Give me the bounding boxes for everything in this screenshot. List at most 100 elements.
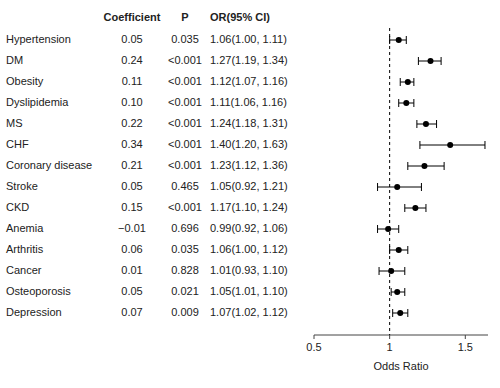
ci-cap-low xyxy=(389,36,390,44)
odds-ratio-point xyxy=(403,100,409,106)
ci-cap-low xyxy=(404,204,405,212)
ci-cap-low xyxy=(389,246,390,254)
ci-cap-high xyxy=(444,162,445,170)
ci-cap-high xyxy=(484,141,485,149)
row-label: Depression xyxy=(6,306,62,318)
odds-ratio-point xyxy=(423,121,429,127)
ci-cap-low xyxy=(392,309,393,317)
table-cell: 0.05 xyxy=(121,33,142,45)
ci-cap-high xyxy=(421,183,422,191)
column-header: Coefficient xyxy=(104,11,161,23)
table-cell: <0.001 xyxy=(168,201,202,213)
ci-cap-high xyxy=(407,246,408,254)
table-cell: 0.10 xyxy=(121,96,142,108)
x-tick-label: 1 xyxy=(387,341,393,353)
table-cell: 1.11(1.06, 1.16) xyxy=(210,96,287,108)
table-cell: <0.001 xyxy=(168,96,202,108)
table-cell: 0.465 xyxy=(171,180,199,192)
x-tick xyxy=(465,335,466,339)
table-cell: 1.24(1.18, 1.31) xyxy=(210,117,288,129)
odds-ratio-point xyxy=(397,310,403,316)
odds-ratio-point xyxy=(385,226,391,232)
table-cell: 0.99(0.92, 1.06) xyxy=(210,222,288,234)
table-cell: 1.27(1.19, 1.34) xyxy=(210,54,288,66)
ci-cap-low xyxy=(391,288,392,296)
column-header: OR(95% CI) xyxy=(210,11,270,23)
table-cell: 1.12(1.07, 1.16) xyxy=(210,75,288,87)
table-cell: 0.34 xyxy=(121,138,142,150)
ci-cap-high xyxy=(398,225,399,233)
ci-cap-low xyxy=(400,78,401,86)
x-tick-label: 1.5 xyxy=(458,341,473,353)
table-cell: 1.01(0.93, 1.10) xyxy=(210,264,288,276)
table-cell: 0.22 xyxy=(121,117,142,129)
odds-ratio-point xyxy=(421,163,427,169)
table-cell: 0.01 xyxy=(121,264,142,276)
x-axis xyxy=(314,335,488,336)
table-cell: 0.11 xyxy=(122,75,143,87)
table-cell: 1.07(1.02, 1.12) xyxy=(210,306,288,318)
table-cell: 1.06(1.00, 1.12) xyxy=(210,243,288,255)
odds-ratio-point xyxy=(447,142,453,148)
table-cell: 0.15 xyxy=(121,201,142,213)
plot-area xyxy=(378,28,485,335)
row-label: Coronary disease xyxy=(6,159,92,171)
ci-cap-low xyxy=(377,225,378,233)
table-cell: 0.009 xyxy=(171,306,199,318)
ci-cap-high xyxy=(425,204,426,212)
row-label: Obesity xyxy=(6,75,44,87)
odds-ratio-point xyxy=(428,58,434,64)
row-label: CHF xyxy=(6,138,29,150)
odds-ratio-point xyxy=(394,289,400,295)
table-cell: 1.40(1.20, 1.63) xyxy=(210,138,288,150)
x-tick-label: 0.5 xyxy=(306,341,321,353)
odds-ratio-point xyxy=(412,205,418,211)
table-cell: <0.001 xyxy=(168,75,202,87)
row-label: DM xyxy=(6,54,23,66)
table-cell: 1.06(1.00, 1.11) xyxy=(210,33,287,45)
table-cell: 0.021 xyxy=(171,285,199,297)
x-tick xyxy=(314,335,315,339)
ci-cap-low xyxy=(398,99,399,107)
x-axis-label: Odds Ratio xyxy=(373,360,428,372)
row-label: Dyslipidemia xyxy=(6,96,69,108)
table-cell: 0.07 xyxy=(121,306,142,318)
table-cell: 1.05(0.92, 1.21) xyxy=(210,180,288,192)
ci-cap-high xyxy=(441,57,442,65)
table-cell: 0.828 xyxy=(171,264,199,276)
ci-cap-low xyxy=(419,141,420,149)
table-cell: 1.05(1.01, 1.10) xyxy=(210,285,288,297)
table-cell: 0.696 xyxy=(171,222,199,234)
table-cell: 0.21 xyxy=(121,159,142,171)
row-label: Osteoporosis xyxy=(6,285,71,297)
ci-cap-low xyxy=(407,162,408,170)
table-cell: 0.05 xyxy=(121,180,142,192)
table-cell: 1.17(1.10, 1.24) xyxy=(210,201,288,213)
ci-cap-low xyxy=(377,183,378,191)
ci-cap-high xyxy=(406,36,407,44)
table-cell: 1.23(1.12, 1.36) xyxy=(210,159,288,171)
table-cell: <0.001 xyxy=(168,54,202,66)
table-cell: −0.01 xyxy=(118,222,146,234)
ci-cap-high xyxy=(413,99,414,107)
table-cell: 0.24 xyxy=(121,54,142,66)
ci-cap-high xyxy=(404,288,405,296)
odds-ratio-point xyxy=(394,184,400,190)
reference-line xyxy=(389,28,390,335)
chart: Coefficient 0.05 0.24 0.11 0.10 0.22 0.34 0.21 0… xyxy=(0,0,500,388)
row-label: MS xyxy=(6,117,23,129)
ci-cap-low xyxy=(418,57,419,65)
table-cell: 0.035 xyxy=(171,33,199,45)
ci-cap-high xyxy=(413,78,414,86)
odds-ratio-point xyxy=(388,268,394,274)
row-label: Anemia xyxy=(6,222,44,234)
table-cell: <0.001 xyxy=(168,138,202,150)
table-cell: <0.001 xyxy=(168,159,202,171)
table-cell: 0.035 xyxy=(171,243,199,255)
ci-cap-low xyxy=(416,120,417,128)
ci-cap-high xyxy=(407,309,408,317)
row-label: Stroke xyxy=(6,180,38,192)
x-tick xyxy=(389,335,390,339)
ci-cap-low xyxy=(379,267,380,275)
table-cell: 0.06 xyxy=(121,243,142,255)
